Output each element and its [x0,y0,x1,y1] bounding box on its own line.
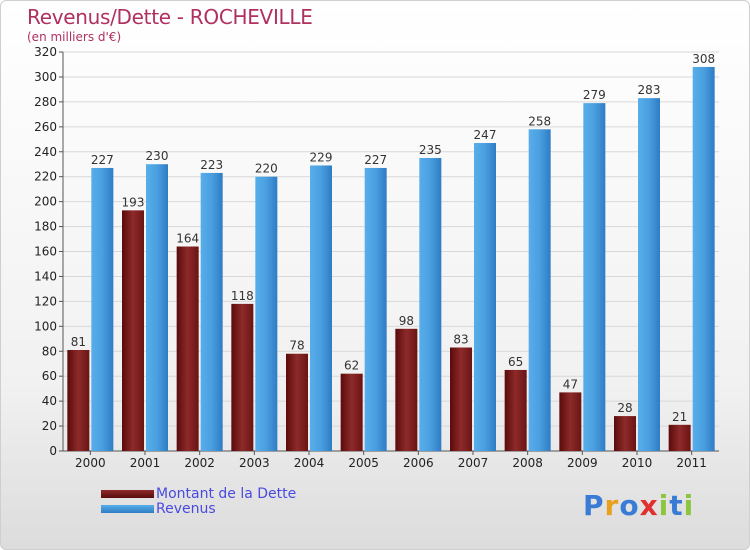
bar-revenus [364,167,387,451]
x-tick-label: 2007 [458,456,489,470]
data-label-revenus: 220 [255,162,278,176]
data-label-dette: 193 [122,195,145,209]
logo-letter: r [604,489,620,522]
legend-label-revenus: Revenus [156,501,216,517]
chart-subtitle: (en milliers d'€) [27,30,122,44]
x-tick-label: 2003 [239,456,270,470]
y-tick-label: 60 [42,369,57,383]
data-label-dette: 98 [399,314,414,328]
bar-revenus [419,157,442,451]
bar-dette [286,353,308,451]
bar-dette [176,246,199,451]
x-tick-label: 2001 [130,456,161,470]
legend-label-dette: Montant de la Dette [156,486,297,502]
logo-letter: x [639,489,659,522]
y-tick-label: 200 [34,195,57,209]
data-label-revenus: 223 [200,158,223,172]
data-label-dette: 62 [344,359,359,373]
bars [67,66,715,452]
data-label-revenus: 229 [310,150,333,164]
bar-revenus [146,164,168,451]
y-tick-label: 80 [42,344,57,358]
data-label-revenus: 247 [474,128,497,142]
y-tick-label: 280 [34,95,57,109]
y-tick-label: 160 [34,245,57,259]
x-tick-label: 2009 [567,456,598,470]
data-label-revenus: 308 [692,52,715,66]
data-label-revenus: 258 [528,114,551,128]
bar-dette [122,210,144,451]
data-label-revenus: 235 [419,143,442,157]
bar-revenus [692,66,715,452]
y-tick-label: 320 [34,45,57,59]
bar-dette [559,392,582,451]
bar-revenus [91,167,114,451]
data-label-dette: 47 [563,377,578,391]
data-label-dette: 83 [453,333,468,347]
data-label-dette: 28 [617,401,632,415]
data-label-revenus: 283 [638,83,661,97]
logo-letter: i [658,489,670,522]
y-tick-label: 240 [34,145,57,159]
bar-revenus [310,165,332,451]
x-tick-label: 2004 [294,456,325,470]
axes: 0 20 40 60 80 100 120 140 160 180 200 220 240 260 280 3… [34,45,719,470]
x-tick-label: 2006 [403,456,434,470]
y-tick-label: 40 [42,394,57,408]
x-tick-label: 2002 [184,456,215,470]
y-tick-label: 220 [34,170,57,184]
legend-swatch-revenus [101,505,154,513]
bar-revenus [528,129,551,451]
bar-dette [668,424,691,451]
x-tick-label: 2005 [348,456,379,470]
logo-letter: o [619,489,640,522]
y-tick-label: 260 [34,120,57,134]
legend-swatch-dette [101,490,154,498]
logo-letter: t [669,489,684,522]
y-tick-label: 20 [42,419,57,433]
y-tick-label: 0 [49,444,57,458]
bar-dette [450,347,472,451]
bar-dette [395,328,418,451]
y-tick-label: 180 [34,220,57,234]
bar-dette [67,350,90,451]
bar-revenus [474,143,496,451]
y-tick-label: 140 [34,269,57,283]
y-tick-label: 120 [34,294,57,308]
chart-title: Revenus/Dette - ROCHEVILLE [27,5,313,29]
bar-dette [504,369,527,451]
logo-letter: i [683,489,695,522]
bar-revenus [200,172,223,451]
data-label-dette: 65 [508,355,523,369]
bar-revenus [255,176,278,451]
bar-dette [614,416,636,451]
bar-dette [231,303,254,451]
data-label-dette: 21 [672,410,687,424]
bar-revenus [638,98,660,452]
data-label-revenus: 227 [364,153,387,167]
y-tick-label: 300 [34,70,57,84]
data-labels: 81 227 193 230 164 223 118 220 78 229 62 227 98 235 83… [71,52,715,424]
data-label-dette: 118 [231,289,254,303]
x-tick-label: 2000 [75,456,106,470]
x-tick-label: 2008 [512,456,543,470]
data-label-revenus: 230 [146,149,169,163]
data-label-dette: 81 [71,335,86,349]
data-label-dette: 78 [289,339,304,353]
data-label-revenus: 227 [91,153,114,167]
data-label-dette: 164 [176,232,199,246]
x-tick-label: 2011 [676,456,707,470]
y-tick-label: 100 [34,319,57,333]
x-tick-label: 2010 [622,456,653,470]
data-label-revenus: 279 [583,88,606,102]
proxiti-logo: Proxiti [583,489,694,522]
bar-revenus [583,103,606,451]
bar-dette [340,373,363,451]
logo-letter: P [583,489,605,522]
